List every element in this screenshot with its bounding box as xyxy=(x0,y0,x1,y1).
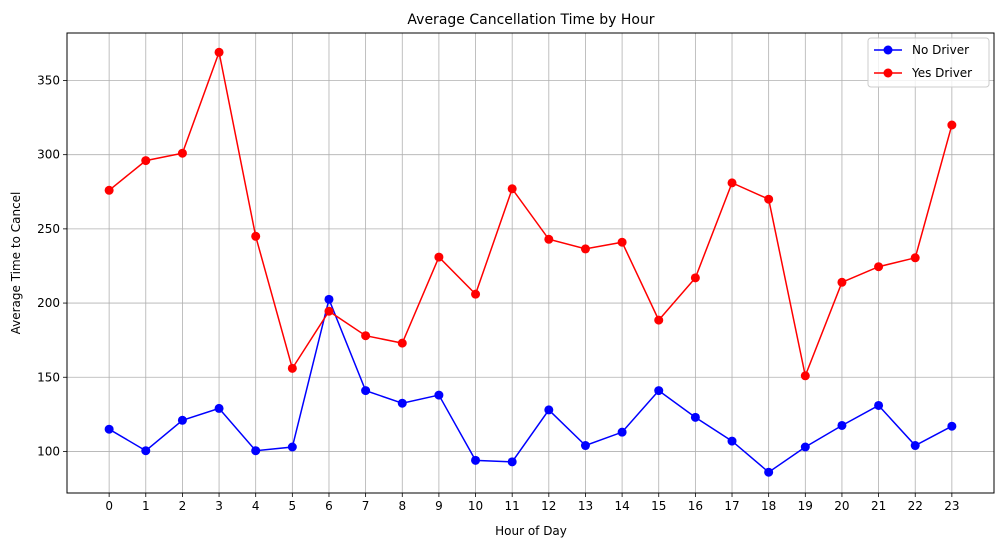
data-point xyxy=(727,436,737,446)
x-tick-label: 4 xyxy=(252,499,260,513)
data-point xyxy=(654,315,664,325)
x-tick-label: 5 xyxy=(289,499,297,513)
x-tick-label: 20 xyxy=(834,499,849,513)
data-point xyxy=(727,178,737,188)
y-tick-label: 150 xyxy=(37,370,60,384)
legend-marker-1 xyxy=(883,68,893,78)
x-tick-label: 3 xyxy=(215,499,223,513)
data-point xyxy=(910,253,920,263)
x-axis-label: Hour of Day xyxy=(495,524,567,538)
data-point xyxy=(471,289,481,299)
data-point xyxy=(141,156,151,166)
data-point xyxy=(764,467,774,477)
data-point xyxy=(837,420,847,430)
x-tick-label: 22 xyxy=(908,499,923,513)
data-point xyxy=(287,363,297,373)
x-tick-label: 0 xyxy=(105,499,113,513)
x-tick-label: 7 xyxy=(362,499,370,513)
y-tick-label: 350 xyxy=(37,73,60,87)
data-point xyxy=(214,47,224,57)
data-point xyxy=(947,421,957,431)
x-tick-label: 14 xyxy=(614,499,629,513)
data-point xyxy=(617,237,627,247)
x-tick-label: 10 xyxy=(468,499,483,513)
data-point xyxy=(141,446,151,456)
y-tick-label: 250 xyxy=(37,222,60,236)
x-tick-label: 11 xyxy=(505,499,520,513)
data-point xyxy=(104,185,114,195)
data-point xyxy=(324,306,334,316)
data-point xyxy=(361,386,371,396)
data-point xyxy=(580,244,590,254)
x-tick-label: 15 xyxy=(651,499,666,513)
data-point xyxy=(287,442,297,452)
data-point xyxy=(251,446,261,456)
data-point xyxy=(434,390,444,400)
data-point xyxy=(177,148,187,158)
x-tick-label: 23 xyxy=(944,499,959,513)
data-point xyxy=(690,412,700,422)
data-point xyxy=(507,457,517,467)
axis-ticks: 0 1 2 3 4 5 6 7 8 9 10 11 12 13 14 15 16 17 18 19 20 21 22 2310… xyxy=(37,73,959,513)
data-point xyxy=(800,442,810,452)
y-axis-label: Average Time to Cancel xyxy=(9,192,23,335)
data-point xyxy=(764,194,774,204)
legend-marker-0 xyxy=(883,45,893,55)
series-line-0 xyxy=(108,296,953,474)
data-point xyxy=(947,120,957,130)
x-tick-label: 6 xyxy=(325,499,333,513)
x-tick-label: 17 xyxy=(724,499,739,513)
y-tick-label: 300 xyxy=(37,148,60,162)
y-tick-label: 100 xyxy=(37,444,60,458)
x-tick-label: 2 xyxy=(179,499,187,513)
data-point xyxy=(910,441,920,451)
data-point xyxy=(874,400,884,410)
data-point xyxy=(837,277,847,287)
plot-frame xyxy=(66,32,995,494)
data-point xyxy=(361,331,371,341)
x-tick-label: 16 xyxy=(688,499,703,513)
data-point xyxy=(617,427,627,437)
data-point xyxy=(434,252,444,262)
grid xyxy=(67,33,994,493)
data-point xyxy=(251,231,261,241)
x-tick-label: 9 xyxy=(435,499,443,513)
data-point xyxy=(104,424,114,434)
data-point xyxy=(690,273,700,283)
x-tick-label: 13 xyxy=(578,499,593,513)
data-point xyxy=(654,386,664,396)
data-point xyxy=(397,398,407,408)
series-line-1 xyxy=(108,49,953,379)
data-point xyxy=(507,184,517,194)
data-point xyxy=(800,371,810,381)
data-point xyxy=(177,415,187,425)
series-lines xyxy=(104,47,957,477)
data-point xyxy=(544,405,554,415)
chart-title: Average Cancellation Time by Hour xyxy=(407,12,654,28)
legend-label-0: No Driver xyxy=(912,43,969,57)
data-point xyxy=(397,338,407,348)
data-point xyxy=(874,262,884,272)
data-point xyxy=(214,403,224,413)
x-tick-label: 12 xyxy=(541,499,556,513)
x-tick-label: 8 xyxy=(398,499,406,513)
x-tick-label: 19 xyxy=(798,499,813,513)
y-tick-label: 200 xyxy=(37,296,60,310)
legend-label-1: Yes Driver xyxy=(911,66,972,80)
data-point xyxy=(544,234,554,244)
x-tick-label: 18 xyxy=(761,499,776,513)
data-point xyxy=(324,294,334,304)
data-point xyxy=(471,455,481,465)
legend: No Driver Yes Driver xyxy=(867,37,990,88)
x-tick-label: 1 xyxy=(142,499,150,513)
data-point xyxy=(580,441,590,451)
x-tick-label: 21 xyxy=(871,499,886,513)
